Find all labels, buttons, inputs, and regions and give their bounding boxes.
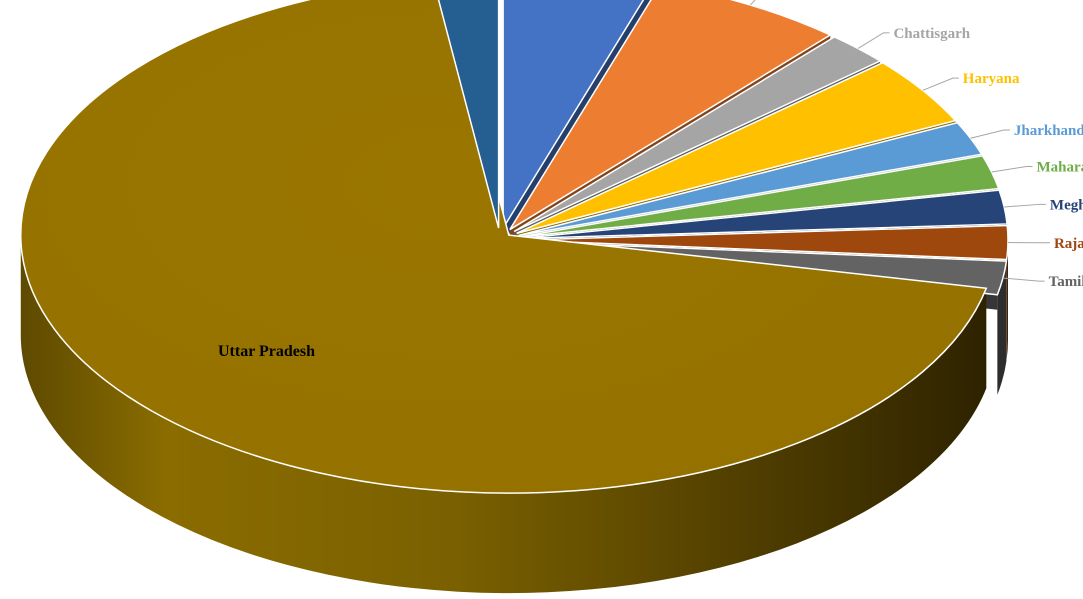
leader-chattisgarh: [857, 32, 890, 49]
slice-meghalaya: [519, 189, 1008, 240]
side-uttar-pradesh: [20, 235, 987, 594]
leader-haryana: [922, 77, 959, 91]
leader-maharashtra: [991, 165, 1033, 173]
label-rajasthan: Rajasthan: [1054, 236, 1083, 252]
slice-jharkhand: [518, 121, 983, 237]
label-uttar-pradesh: Uttar Pradesh: [218, 343, 315, 360]
leader-bihar: [749, 0, 756, 6]
label-meghalaya: Meghalaya: [1050, 197, 1083, 213]
slice-chattisgarh: [513, 36, 882, 233]
slice-labels: Andhra PradeshBiharChattisgarhHaryanaJha…: [218, 26, 1083, 360]
label-haryana: Haryana: [963, 71, 1020, 87]
leader-lines: [749, 0, 1050, 282]
side-rajasthan: [1006, 240, 1008, 360]
slice-uttar-pradesh: [20, 0, 988, 494]
slice-maharashtra: [519, 154, 1000, 238]
leader-meghalaya: [1004, 203, 1046, 208]
label-tamil-nadu: Tamil Nadu: [1049, 274, 1083, 290]
pie-slices: [20, 0, 1009, 494]
label-jharkhand: Jharkhand: [1014, 123, 1083, 139]
leader-tamil-nadu: [1002, 277, 1045, 282]
slice-west-bengal: [437, 0, 500, 229]
leader-jharkhand: [970, 129, 1010, 139]
slice-bihar: [509, 0, 832, 231]
slice-andhra-pradesh: [502, 0, 645, 231]
label-chattisgarh: Chattisgarh: [893, 26, 970, 42]
slice-rajasthan: [519, 224, 1009, 261]
label-maharashtra: Maharashtra: [1036, 159, 1083, 175]
side-tamil-nadu: [997, 261, 1007, 395]
